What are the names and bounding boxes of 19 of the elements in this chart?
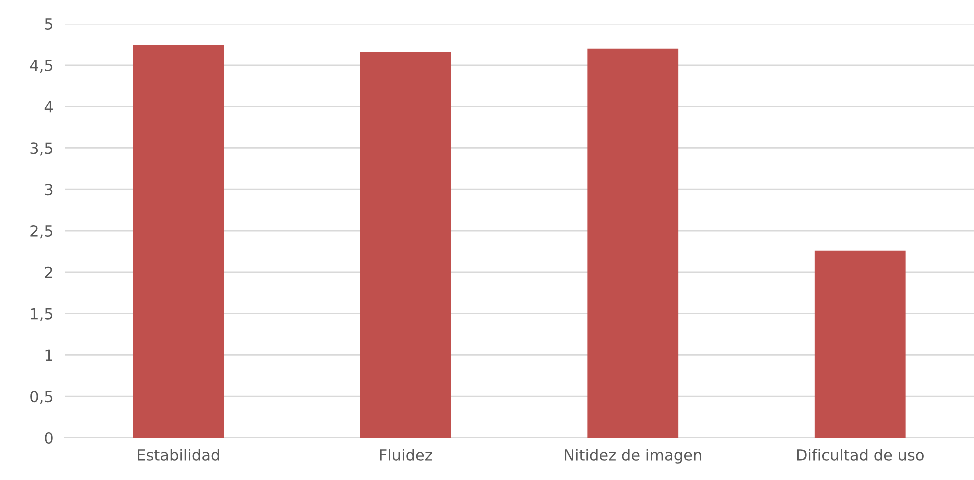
y-tick-label: 0,5: [30, 391, 53, 404]
x-tick-label: Nitidez de imagen: [565, 449, 702, 464]
bar: [814, 250, 906, 438]
y-tick-label: 0: [45, 432, 53, 444]
y-tick-label: 2,5: [30, 225, 53, 239]
bar: [360, 52, 452, 438]
y-tick-label: 2: [45, 266, 52, 278]
y-tick-label: 3,5: [30, 142, 53, 156]
bar: [133, 46, 224, 438]
y-tick-label: 5: [45, 18, 53, 30]
x-tick-label: Estabilidad: [138, 449, 220, 461]
y-tick-label: 1,5: [31, 308, 53, 322]
bar: [588, 48, 679, 438]
y-tick-label: 4,5: [30, 60, 53, 73]
x-tick-label: Fluidez: [380, 449, 432, 461]
y-tick-label: 1: [46, 350, 52, 362]
x-tick-label: Dificultad de uso: [797, 449, 924, 461]
y-tick-label: 3: [45, 184, 53, 196]
y-tick-label: 4: [44, 101, 54, 113]
